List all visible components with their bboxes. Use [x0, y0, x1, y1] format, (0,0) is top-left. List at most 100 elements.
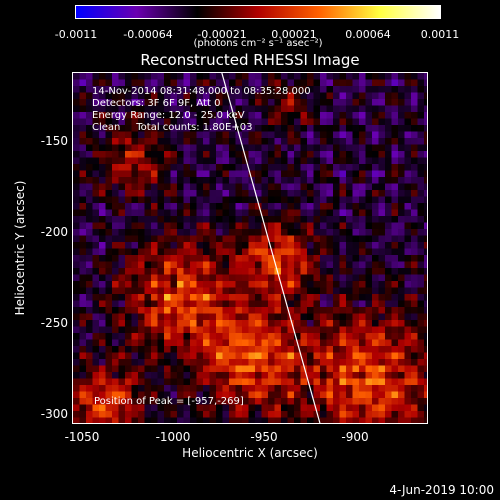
heatmap-cell: [294, 398, 301, 405]
heatmap-cell: [262, 210, 269, 217]
heatmap-cell: [418, 275, 425, 282]
heatmap-cell: [112, 333, 119, 340]
heatmap-cell: [314, 210, 321, 217]
heatmap-cell: [392, 132, 399, 139]
heatmap-cell: [359, 216, 366, 223]
heatmap-cell: [366, 327, 373, 334]
heatmap-cell: [184, 314, 191, 321]
heatmap-cell: [379, 294, 386, 301]
heatmap-cell: [164, 333, 171, 340]
heatmap-cell: [229, 197, 236, 204]
heatmap-cell: [359, 151, 366, 158]
heatmap-cell: [307, 314, 314, 321]
heatmap-cell: [327, 249, 334, 256]
heatmap-cell: [197, 73, 204, 80]
heatmap-cell: [112, 145, 119, 152]
heatmap-cell: [86, 314, 93, 321]
heatmap-cell: [275, 236, 282, 243]
heatmap-cell: [236, 340, 243, 347]
heatmap-cell: [262, 385, 269, 392]
heatmap-cell: [236, 203, 243, 210]
heatmap-cell: [80, 236, 87, 243]
heatmap-cell: [151, 223, 158, 230]
heatmap-cell: [255, 223, 262, 230]
heatmap-cell: [229, 353, 236, 360]
heatmap-cell: [138, 190, 145, 197]
heatmap-cell: [372, 223, 379, 230]
heatmap-cell: [385, 119, 392, 126]
heatmap-cell: [392, 262, 399, 269]
heatmap-cell: [307, 73, 314, 80]
heatmap-cell: [418, 268, 425, 275]
heatmap-cell: [385, 93, 392, 100]
heatmap-cell: [242, 197, 249, 204]
heatmap-cell: [385, 112, 392, 119]
heatmap-cell: [112, 151, 119, 158]
heatmap-cell: [73, 190, 80, 197]
heatmap-cell: [112, 353, 119, 360]
heatmap-cell: [379, 333, 386, 340]
heatmap-cell: [405, 262, 412, 269]
heatmap-cell: [379, 385, 386, 392]
heatmap-cell: [281, 320, 288, 327]
heatmap-cell: [398, 203, 405, 210]
heatmap-cell: [216, 164, 223, 171]
heatmap-cell: [346, 294, 353, 301]
heatmap-cell: [405, 190, 412, 197]
heatmap-cell: [392, 158, 399, 165]
heatmap-cell: [112, 138, 119, 145]
heatmap-cell: [405, 164, 412, 171]
heatmap-cell: [151, 275, 158, 282]
heatmap-cell: [333, 236, 340, 243]
heatmap-cell: [405, 366, 412, 373]
heatmap-cell: [93, 171, 100, 178]
heatmap-cell: [138, 223, 145, 230]
heatmap-cell: [379, 73, 386, 80]
heatmap-cell: [223, 372, 230, 379]
heatmap-cell: [184, 281, 191, 288]
heatmap-cell: [275, 353, 282, 360]
heatmap-cell: [320, 164, 327, 171]
heatmap-cell: [93, 268, 100, 275]
heatmap-cell: [327, 327, 334, 334]
heatmap-cell: [80, 353, 87, 360]
heatmap-cell: [366, 320, 373, 327]
heatmap-cell: [398, 73, 405, 80]
heatmap-cell: [353, 197, 360, 204]
heatmap-cell: [112, 314, 119, 321]
heatmap-cell: [73, 366, 80, 373]
heatmap-cell: [177, 190, 184, 197]
heatmap-cell: [288, 288, 295, 295]
heatmap-cell: [99, 184, 106, 191]
observation-time: 14-Nov-2014 08:31:48.000 to 08:35:28.000: [92, 86, 311, 97]
heatmap-cell: [353, 385, 360, 392]
heatmap-cell: [73, 340, 80, 347]
heatmap-cell: [197, 340, 204, 347]
heatmap-cell: [359, 405, 366, 412]
heatmap-cell: [359, 158, 366, 165]
heatmap-cell: [288, 229, 295, 236]
heatmap-cell: [99, 275, 106, 282]
heatmap-cell: [281, 249, 288, 256]
heatmap-cell: [119, 385, 126, 392]
heatmap-cell: [307, 138, 314, 145]
heatmap-cell: [346, 405, 353, 412]
heatmap-cell: [249, 223, 256, 230]
heatmap-cell: [112, 223, 119, 230]
heatmap-cell: [288, 210, 295, 217]
heatmap-cell: [203, 411, 210, 418]
heatmap-cell: [359, 281, 366, 288]
heatmap-cell: [288, 223, 295, 230]
heatmap-cell: [372, 112, 379, 119]
heatmap-cell: [99, 379, 106, 386]
heatmap-cell: [203, 353, 210, 360]
heatmap-cell: [249, 327, 256, 334]
heatmap-cell: [132, 177, 139, 184]
heatmap-cell: [164, 210, 171, 217]
heatmap-cell: [366, 210, 373, 217]
heatmap-cell: [99, 171, 106, 178]
heatmap-cell: [80, 359, 87, 366]
heatmap-cell: [236, 275, 243, 282]
heatmap-cell: [346, 164, 353, 171]
heatmap-cell: [164, 177, 171, 184]
